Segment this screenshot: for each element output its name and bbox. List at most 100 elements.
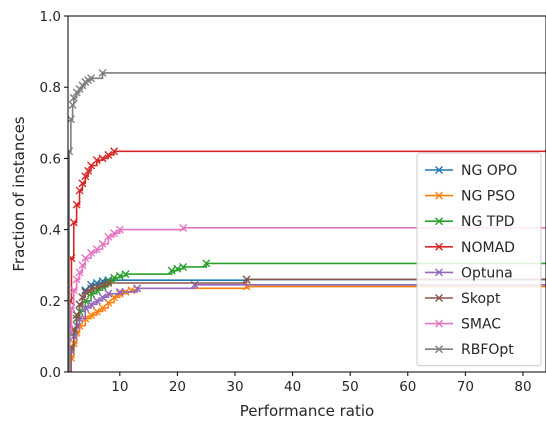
legend-item-nomad: NOMAD	[425, 240, 515, 256]
x-tick-label: 20	[169, 379, 186, 395]
data-point-ng-pso	[87, 311, 96, 320]
legend-label-ng-opo: NG OPO	[461, 163, 517, 179]
data-point-smac	[78, 261, 87, 270]
legend-marker-smac	[435, 319, 443, 328]
data-point-nomad	[92, 156, 101, 165]
x-tick-label: 10	[111, 379, 128, 395]
legend-marker-skopt	[435, 294, 443, 302]
legend-marker-optuna	[435, 268, 443, 277]
legend-item-rbfopt: RBFOpt	[425, 342, 514, 358]
data-point-optuna	[133, 284, 142, 293]
legend-item-ng-tpd: NG TPD	[425, 214, 515, 230]
legend-item-ng-opo: NG OPO	[425, 163, 517, 179]
legend-label-nomad: NOMAD	[461, 240, 515, 256]
data-point-skopt	[242, 275, 251, 284]
legend-label-ng-pso: NG PSO	[461, 189, 515, 205]
y-tick-label: 0.2	[40, 294, 61, 310]
x-tick-label: 80	[514, 379, 531, 395]
data-point-optuna	[81, 303, 90, 312]
data-point-optuna	[104, 289, 113, 298]
y-axis-label: Fraction of instances	[10, 116, 28, 271]
data-point-nomad	[69, 218, 78, 227]
data-point-rbfopt	[68, 115, 75, 124]
data-point-smac	[104, 232, 113, 241]
data-point-nomad	[98, 154, 107, 163]
data-point-rbfopt	[68, 147, 74, 156]
data-point-nomad	[104, 150, 113, 159]
data-point-ng-tpd	[167, 266, 176, 275]
data-point-skopt	[72, 311, 81, 320]
data-point-rbfopt	[98, 68, 107, 77]
data-point-nomad	[78, 179, 87, 188]
legend-label-rbfopt: RBFOpt	[461, 342, 514, 358]
legend-marker-nomad	[435, 242, 443, 251]
x-tick-label: 60	[399, 379, 416, 395]
data-point-nomad	[72, 200, 81, 209]
data-point-ng-tpd	[121, 270, 130, 279]
legend-item-ng-pso: NG PSO	[425, 189, 515, 205]
data-point-skopt	[87, 284, 96, 293]
x-axis-label: Performance ratio	[240, 402, 374, 420]
data-point-skopt	[81, 287, 90, 296]
series-layer	[68, 68, 546, 372]
data-point-rbfopt	[69, 93, 78, 102]
data-point-skopt	[104, 279, 113, 287]
legend: NG OPO NG PSO NG TPD NOMAD Optuna Skopt SMAC RB…	[416, 152, 542, 367]
legend-marker-ng-pso	[435, 191, 443, 200]
legend-item-skopt: Skopt	[425, 291, 501, 307]
data-point-optuna	[92, 296, 101, 305]
x-tick-label: 70	[457, 379, 474, 395]
x-tick-label: 40	[284, 379, 301, 395]
data-point-smac	[69, 286, 78, 295]
data-point-nomad	[75, 186, 84, 195]
data-point-skopt	[92, 282, 101, 291]
legend-label-ng-tpd: NG TPD	[461, 214, 515, 230]
legend-label-optuna: Optuna	[461, 265, 513, 281]
legend-item-optuna: Optuna	[425, 265, 513, 281]
data-point-skopt	[98, 280, 107, 289]
data-point-smac	[115, 225, 124, 234]
x-axis-ticks: 10 20 30 40 50 60 70 80	[111, 372, 532, 395]
data-point-rbfopt	[68, 101, 77, 109]
data-point-ng-tpd	[173, 264, 182, 273]
data-point-ng-tpd	[179, 262, 188, 271]
series-rbfopt	[68, 68, 546, 372]
y-tick-label: 0.8	[40, 80, 61, 96]
series-nomad	[68, 147, 546, 372]
data-point-optuna	[87, 300, 96, 309]
data-point-nomad	[84, 166, 93, 175]
series-line-rbfopt	[68, 72, 546, 372]
data-point-optuna	[98, 293, 107, 302]
data-point-rbfopt	[87, 74, 96, 83]
legend-box	[416, 152, 542, 367]
plot-frame	[67, 15, 546, 373]
data-point-optuna	[115, 287, 124, 296]
data-point-skopt	[78, 293, 87, 302]
data-point-ng-pso	[92, 307, 101, 316]
y-tick-label: 0.0	[40, 365, 61, 381]
data-point-smac	[75, 268, 84, 277]
data-point-smac	[110, 229, 119, 238]
legend-label-smac: SMAC	[461, 317, 501, 333]
x-tick-label: 30	[226, 379, 243, 395]
legend-marker-rbfopt	[435, 345, 443, 354]
x-tick-label: 50	[342, 379, 359, 395]
data-point-smac	[87, 248, 96, 257]
y-axis-ticks: 0.0 0.2 0.4 0.6 0.8 1.0	[40, 9, 68, 381]
y-tick-label: 1.0	[40, 9, 61, 25]
data-point-smac	[72, 275, 81, 284]
data-point-ng-tpd	[202, 259, 211, 268]
legend-marker-ng-opo	[435, 166, 443, 174]
data-point-nomad	[110, 147, 119, 156]
data-point-skopt	[75, 300, 84, 309]
legend-label-skopt: Skopt	[461, 291, 501, 307]
data-point-smac	[179, 223, 188, 232]
series-skopt	[68, 275, 546, 372]
y-tick-label: 0.4	[40, 223, 61, 239]
data-point-nomad	[81, 172, 90, 181]
legend-marker-ng-tpd	[435, 217, 443, 226]
data-point-smac	[98, 239, 107, 248]
data-point-ng-tpd	[115, 271, 124, 280]
y-tick-label: 0.6	[40, 151, 61, 167]
